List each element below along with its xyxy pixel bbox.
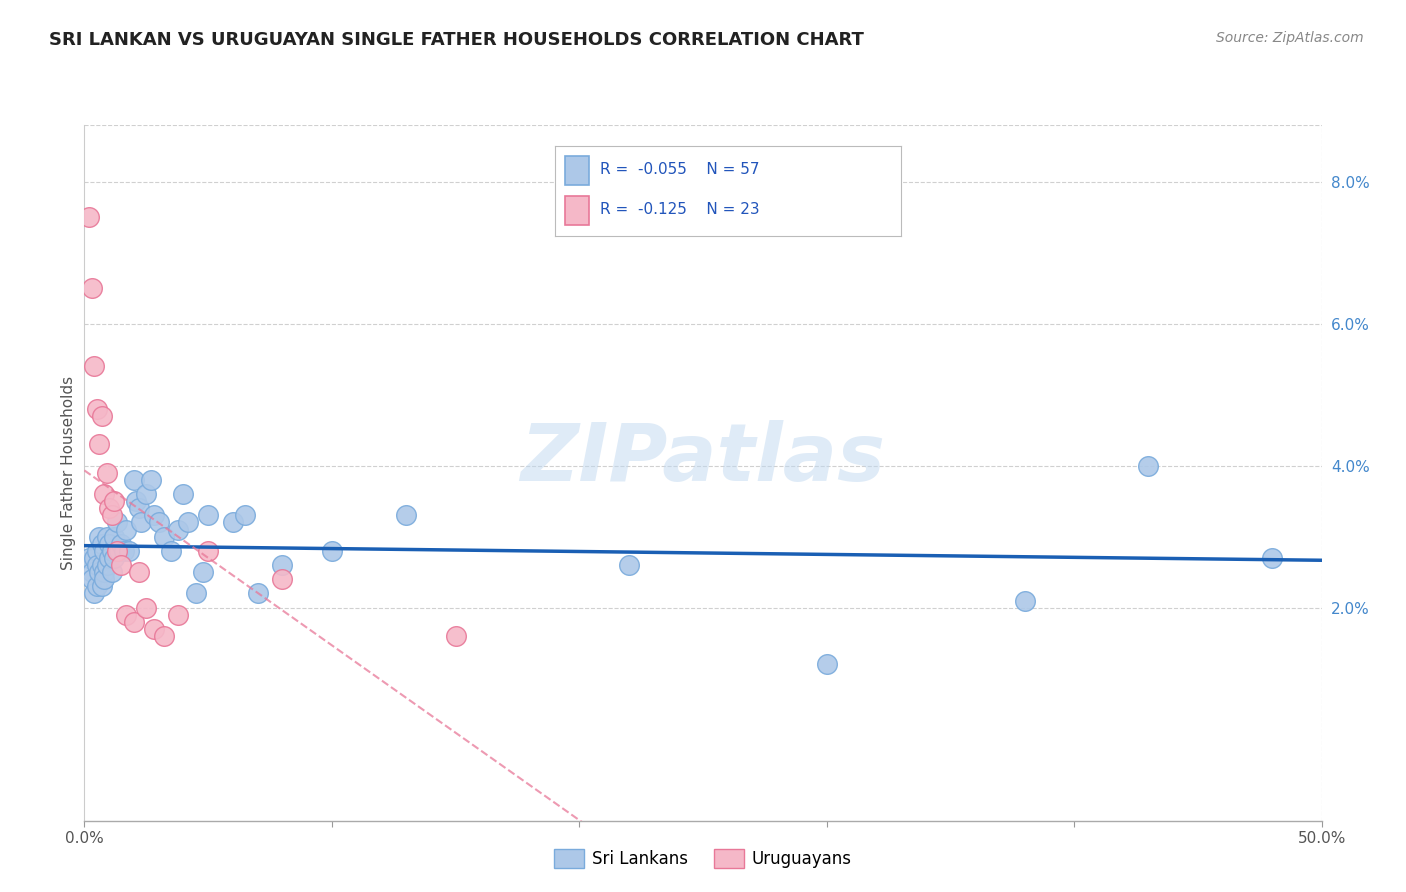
Point: [93, 487, 115, 501]
Y-axis label: Single Father Households: Single Father Households: [60, 376, 76, 570]
Point: [93, 544, 115, 558]
Point: [222, 516, 245, 530]
Point: [167, 523, 190, 537]
Point: [160, 544, 183, 558]
Point: [86, 401, 108, 416]
Point: [125, 494, 148, 508]
Text: ZIPatlas: ZIPatlas: [520, 420, 886, 498]
Point: [103, 494, 125, 508]
Point: [815, 657, 838, 672]
Point: [271, 558, 294, 572]
Point: [80, 281, 103, 295]
Point: [105, 544, 128, 558]
Point: [83, 551, 105, 566]
Point: [80, 565, 103, 579]
Point: [167, 607, 190, 622]
Point: [141, 473, 163, 487]
Point: [83, 359, 105, 374]
Point: [89, 530, 111, 544]
Point: [617, 558, 640, 572]
Point: [112, 544, 135, 558]
Point: [177, 516, 200, 530]
Point: [122, 473, 145, 487]
Point: [152, 530, 174, 544]
Point: [100, 565, 122, 579]
Point: [271, 572, 294, 586]
Point: [96, 466, 118, 480]
Point: [105, 516, 128, 530]
Point: [444, 629, 467, 643]
Point: [86, 544, 108, 558]
Legend: Sri Lankans, Uruguayans: Sri Lankans, Uruguayans: [547, 842, 859, 875]
Point: [93, 565, 115, 579]
Point: [118, 544, 141, 558]
Point: [89, 437, 111, 451]
Point: [395, 508, 418, 523]
Point: [98, 537, 121, 551]
Point: [321, 544, 343, 558]
Point: [197, 508, 219, 523]
Point: [98, 501, 121, 516]
Point: [96, 558, 118, 572]
Point: [115, 523, 138, 537]
Point: [128, 501, 150, 516]
Point: [152, 629, 174, 643]
Point: [128, 565, 150, 579]
Point: [93, 572, 115, 586]
Point: [90, 558, 112, 572]
Point: [100, 508, 122, 523]
Point: [110, 558, 132, 572]
Point: [1137, 458, 1160, 473]
Point: [197, 544, 219, 558]
Point: [172, 487, 194, 501]
Point: [122, 615, 145, 629]
Point: [142, 508, 165, 523]
Point: [83, 586, 105, 600]
Point: [115, 607, 138, 622]
Point: [233, 508, 256, 523]
Point: [108, 544, 131, 558]
Text: Source: ZipAtlas.com: Source: ZipAtlas.com: [1216, 31, 1364, 45]
Point: [90, 579, 112, 593]
Point: [135, 600, 157, 615]
Point: [148, 516, 170, 530]
Point: [129, 516, 152, 530]
Point: [103, 551, 125, 566]
Point: [90, 409, 112, 423]
Point: [103, 530, 125, 544]
Point: [184, 586, 207, 600]
Point: [246, 586, 269, 600]
Point: [90, 537, 112, 551]
Point: [135, 487, 157, 501]
Point: [89, 565, 111, 579]
Point: [79, 210, 101, 224]
Point: [110, 537, 132, 551]
Point: [96, 530, 118, 544]
Text: SRI LANKAN VS URUGUAYAN SINGLE FATHER HOUSEHOLDS CORRELATION CHART: SRI LANKAN VS URUGUAYAN SINGLE FATHER HO…: [49, 31, 865, 49]
Point: [142, 622, 165, 636]
Point: [98, 551, 121, 566]
Point: [100, 544, 122, 558]
Point: [86, 558, 108, 572]
Point: [80, 572, 103, 586]
Point: [191, 565, 214, 579]
Point: [1261, 551, 1284, 566]
Point: [1014, 593, 1036, 607]
Point: [79, 551, 101, 566]
Point: [86, 579, 108, 593]
